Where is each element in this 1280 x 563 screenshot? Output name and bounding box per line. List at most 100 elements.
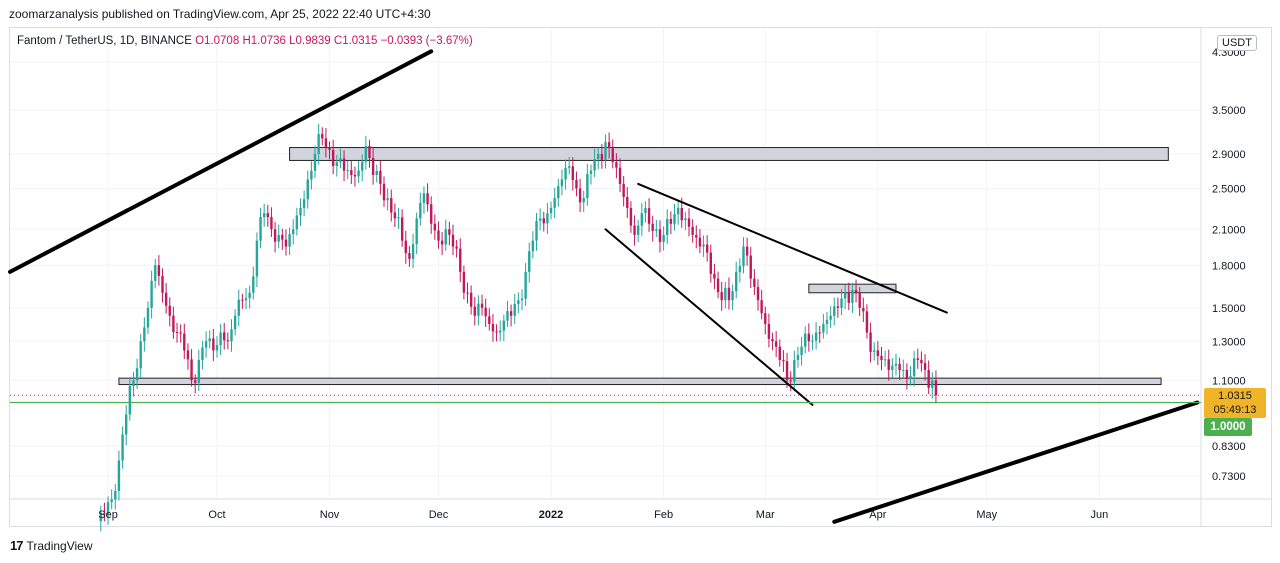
- tradingview-brand[interactable]: 17 TradingView: [10, 538, 93, 553]
- candle-body: [128, 386, 132, 415]
- candle-body: [920, 359, 923, 364]
- candle-body: [662, 234, 665, 242]
- candle-body: [738, 266, 742, 272]
- legend-open: O1.0708: [195, 35, 240, 47]
- candle-body: [557, 186, 560, 199]
- candle-body: [869, 332, 872, 352]
- price-tick-label: 2.1000: [1212, 224, 1246, 236]
- time-tick-label: 2022: [539, 509, 563, 521]
- candle-body: [480, 303, 484, 308]
- candle-144: [622, 175, 625, 207]
- candle-body: [223, 332, 226, 341]
- candle-191: [793, 350, 796, 392]
- candle-body: [571, 166, 575, 180]
- candle-body: [622, 183, 625, 197]
- candle-154: [658, 220, 662, 253]
- candle-body: [716, 278, 720, 293]
- candle-body: [233, 315, 237, 330]
- candle-89: [422, 186, 426, 214]
- candle-87: [415, 212, 418, 255]
- candle-185: [771, 332, 774, 351]
- candle-177: [742, 237, 745, 274]
- candle-17: [161, 268, 164, 303]
- candle-body: [459, 248, 462, 272]
- candle-body: [673, 214, 676, 224]
- candle-body: [676, 208, 680, 215]
- candle-body: [658, 229, 662, 242]
- candle-209: [858, 287, 861, 317]
- tradingview-logo-icon: 17: [10, 538, 24, 553]
- brand-label: TradingView: [26, 538, 93, 553]
- candle-52: [288, 227, 291, 256]
- candles: [99, 124, 938, 532]
- candle-120: [535, 213, 538, 251]
- candle-211: [865, 304, 869, 339]
- candle-body: [299, 208, 302, 216]
- candle-body: [357, 170, 360, 177]
- candle-149: [640, 202, 644, 236]
- candle-98: [455, 240, 458, 258]
- candle-body: [644, 208, 647, 214]
- candle-body: [161, 275, 164, 293]
- time-tick-label: Feb: [654, 509, 673, 521]
- candle-body: [419, 202, 422, 219]
- candle-100: [462, 265, 466, 300]
- candle-body: [364, 145, 368, 162]
- candle-body: [549, 207, 553, 214]
- candle-214: [876, 341, 880, 366]
- trendline-channel-lower: [832, 400, 1200, 524]
- candle-6: [121, 426, 124, 469]
- candle-151: [647, 198, 651, 232]
- candle-226: [920, 351, 923, 372]
- zones: [118, 147, 1169, 386]
- candle-153: [655, 219, 658, 238]
- candle-body: [513, 304, 516, 316]
- time-tick-label: Apr: [869, 509, 886, 521]
- candle-body: [430, 204, 433, 224]
- candle-body: [800, 346, 803, 355]
- currency-badge[interactable]: USDT: [1217, 35, 1257, 51]
- candle-body: [379, 170, 382, 184]
- candle-142: [615, 153, 618, 179]
- price-tick-label: 1.1000: [1212, 375, 1246, 387]
- candle-67: [342, 150, 346, 182]
- candle-199: [822, 313, 825, 339]
- candle-11: [139, 333, 142, 378]
- candle-body: [687, 218, 691, 227]
- candle-body: [586, 173, 589, 199]
- candle-133: [582, 190, 585, 213]
- candle-body: [306, 179, 309, 200]
- candle-body: [698, 237, 702, 247]
- candle-127: [560, 169, 564, 196]
- candle-body: [858, 293, 861, 308]
- candle-body: [488, 316, 491, 324]
- time-tick-label: Nov: [320, 509, 340, 521]
- candle-body: [567, 166, 571, 168]
- candle-body: [244, 298, 248, 301]
- candle-187: [778, 339, 781, 367]
- candle-body: [742, 246, 745, 267]
- candle-body: [393, 212, 397, 219]
- candle-22: [179, 324, 182, 343]
- candle-194: [804, 326, 807, 354]
- candle-174: [731, 284, 734, 311]
- candle-157: [669, 211, 673, 235]
- candle-body: [934, 380, 938, 396]
- candle-111: [502, 314, 506, 342]
- candle-body: [135, 368, 139, 381]
- candle-101: [466, 282, 469, 304]
- candle-96: [448, 221, 451, 246]
- candle-body: [666, 218, 669, 235]
- candle-body: [114, 490, 117, 500]
- candle-body: [154, 265, 157, 281]
- candle-219: [894, 353, 898, 376]
- candle-body: [560, 179, 564, 187]
- chart-frame[interactable]: [9, 27, 1272, 527]
- candle-192: [796, 346, 800, 368]
- candle-body: [771, 338, 774, 342]
- candle-84: [404, 230, 407, 264]
- candle-19: [168, 297, 171, 327]
- candle-body: [353, 174, 357, 177]
- candle-91: [430, 196, 433, 234]
